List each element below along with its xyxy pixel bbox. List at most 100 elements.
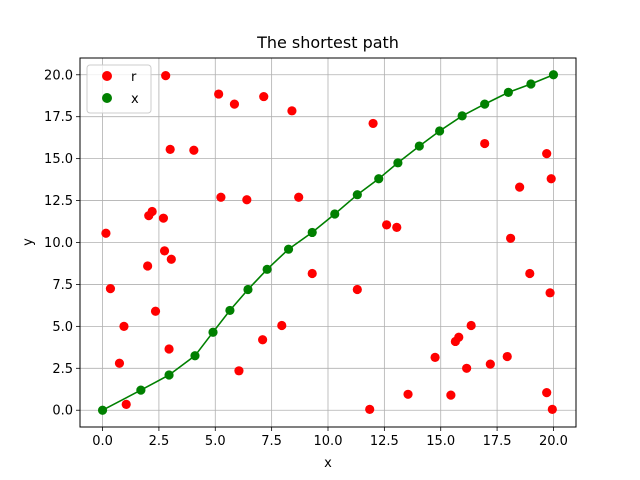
series-r-point (287, 106, 297, 116)
series-r-point (216, 192, 226, 202)
series-r-point (242, 195, 252, 205)
series-r-point (515, 182, 525, 192)
series-x-point (548, 70, 559, 80)
series-r-point (485, 359, 495, 369)
series-x-point (243, 284, 253, 295)
series-r-point (121, 399, 131, 409)
series-x-point (352, 190, 362, 200)
series-x-point (208, 327, 218, 337)
y-tick-label: 20.0 (44, 68, 73, 83)
legend-marker-r (102, 71, 112, 81)
series-r-point (352, 284, 362, 295)
x-tick-label: 5.0 (205, 434, 226, 449)
series-r-point (150, 306, 161, 316)
legend-box (86, 64, 152, 114)
series-x-point (307, 227, 317, 238)
series-x-point (414, 141, 424, 151)
series-r-point (403, 389, 413, 399)
x-tick-label: 12.5 (370, 434, 399, 449)
series-r-point (105, 284, 116, 294)
x-tick-label: 2.5 (149, 434, 170, 449)
x-tick-label: 15.0 (426, 434, 455, 449)
y-axis-label: y (21, 238, 36, 246)
y-tick-label: 15.0 (44, 152, 73, 167)
series-r-point (294, 192, 304, 202)
series-r-point (258, 335, 268, 345)
series-r-point (189, 145, 199, 155)
series-r-point (506, 233, 516, 243)
series-r-point (430, 352, 440, 362)
x-tick-label: 20.0 (539, 434, 568, 449)
series-r-point (365, 404, 375, 414)
series-r-point (259, 91, 269, 102)
series-x-point (97, 405, 108, 415)
series-x-point (435, 126, 445, 136)
series-r-point (525, 268, 535, 279)
series-r-point (159, 246, 170, 256)
series-x-point (374, 174, 384, 184)
series-x-point (526, 79, 536, 89)
series-r-point (382, 220, 392, 230)
x-tick-label: 7.5 (261, 434, 282, 449)
grid-lines (80, 58, 576, 427)
y-tick-label: 7.5 (52, 278, 73, 293)
series-r-point (542, 388, 552, 398)
series-r-point (502, 351, 512, 362)
x-tick-label: 10.0 (314, 434, 343, 449)
legend-label-r: r (131, 70, 137, 85)
series-r-point (446, 390, 456, 400)
series-x-point (457, 111, 467, 121)
series-x-point (393, 158, 403, 168)
series-r-point (368, 118, 378, 129)
x-axis-ticks: 0.0 2.5 5.0 7.5 10.0 12.5 15.0 17.5 20.0 (92, 427, 568, 449)
series-r-point (546, 174, 556, 184)
series-x-point (330, 209, 340, 219)
y-tick-label: 12.5 (44, 194, 73, 209)
series-r-point (392, 222, 402, 233)
series-r-point (166, 254, 176, 264)
legend-label-x: x (131, 92, 139, 107)
series-r-point (466, 320, 476, 331)
points-layer (97, 70, 559, 415)
series-r-point (161, 71, 171, 81)
series-r-point (143, 261, 153, 271)
series-x-point (480, 99, 490, 109)
series-r-point (164, 344, 174, 354)
series-r-point (234, 366, 244, 376)
series-r-point (229, 99, 240, 109)
series-r-point (114, 358, 125, 368)
y-axis-ticks: 0.0 2.5 5.0 7.5 10.0 12.5 15.0 17.5 20.0 (44, 68, 80, 419)
series-r-point (307, 268, 317, 279)
series-x-point (283, 244, 294, 254)
y-tick-label: 17.5 (44, 110, 73, 125)
series-r-point (165, 144, 175, 155)
series-x-point (225, 305, 235, 316)
series-x-point (164, 370, 174, 380)
series-r-point (147, 206, 157, 217)
chart-title: The shortest path (256, 33, 399, 52)
series-x-point (136, 385, 146, 395)
series-r-point (547, 404, 557, 414)
y-tick-label: 10.0 (44, 236, 73, 251)
legend-marker-x (102, 93, 112, 103)
legend: r x (86, 64, 152, 114)
y-tick-label: 0.0 (52, 404, 73, 419)
series-r-point (277, 320, 287, 331)
series-r-point (214, 89, 224, 99)
x-tick-label: 17.5 (483, 434, 512, 449)
series-x-point (190, 351, 200, 361)
series-x-point (262, 264, 272, 274)
series-x-point (503, 87, 513, 97)
series-r-point (454, 332, 464, 342)
y-tick-label: 2.5 (52, 362, 73, 377)
series-r-point (480, 138, 490, 149)
y-tick-label: 5.0 (52, 320, 73, 335)
x-axis-label: x (324, 456, 332, 471)
series-r-point (545, 288, 555, 298)
series-r-point (101, 228, 111, 238)
series-r-point (119, 321, 129, 331)
series-r-point (542, 149, 552, 159)
series-r-point (462, 363, 472, 373)
series-r-point (158, 213, 169, 223)
